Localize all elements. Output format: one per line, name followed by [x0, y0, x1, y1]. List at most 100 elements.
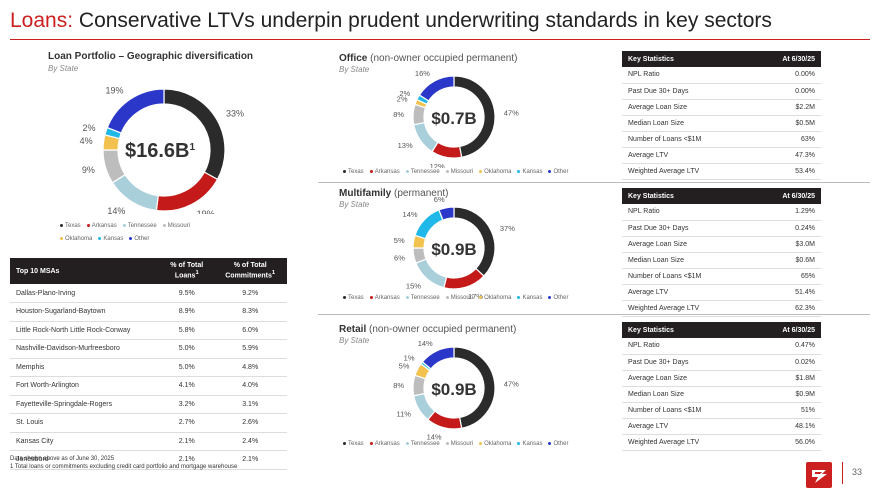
legend-row: Texas Arkansas Tennessee Missouri: [60, 220, 280, 233]
legend-row: Texas Arkansas Tennessee Missouri Oklahoma Ka…: [343, 441, 574, 447]
msa-loans: 5.0%: [160, 358, 214, 377]
slice-label-missouri: 9%: [82, 165, 95, 175]
footnote-date: Data shown above as of June 30, 2025: [10, 456, 115, 462]
portfolio-title: Loan Portfolio – Geographic diversificat…: [48, 51, 254, 62]
msa-commitments: 2.1%: [213, 450, 287, 470]
legend-dot-icon: [479, 169, 483, 173]
legend-label: Kansas: [522, 169, 543, 175]
msa-header-row: Top 10 MSAs % of Total Loans1 % of Total C…: [10, 258, 287, 284]
logo-divider: [842, 462, 843, 484]
legend-item-kansas: Kansas: [517, 169, 542, 175]
slice-label-oklahoma: 5%: [399, 361, 410, 370]
legend-label: Oklahoma: [484, 295, 512, 301]
slice-label-oklahoma: 4%: [80, 136, 93, 146]
retail-center-value: $0.9B: [431, 380, 476, 399]
legend-label: Missouri: [167, 223, 191, 229]
legend-item-kansas: Kansas: [517, 441, 542, 447]
stat-value: 51%: [752, 402, 821, 419]
legend-row: Texas Arkansas Tennessee Missouri Oklahoma Ka…: [343, 169, 574, 175]
legend-item-arkansas: Arkansas: [369, 169, 400, 175]
table-row: Average LTV 47.3%: [622, 147, 821, 164]
office-center-value: $0.7B: [431, 109, 476, 128]
slice-label-kansas: 2%: [83, 123, 96, 133]
msa-table: Top 10 MSAs % of Total Loans1 % of Total C…: [10, 258, 287, 470]
table-row: Dallas-Plano-Irving 9.5% 9.2%: [10, 284, 287, 303]
stat-value: 65%: [752, 268, 821, 285]
company-logo-icon: [806, 462, 832, 488]
portfolio-donut: 33% 19% 14% 9% 4% 2% 19% $16.6B1: [80, 85, 244, 214]
legend-label: Arkansas: [374, 169, 400, 175]
table-row: Little Rock-North Little Rock-Conway 5.8%…: [10, 321, 287, 340]
slice-label-other: 6%: [434, 196, 445, 204]
slice-label-tennessee: 11%: [396, 409, 411, 418]
legend-item-arkansas: Arkansas: [369, 295, 400, 301]
legend-item-missouri: Missouri: [162, 220, 191, 233]
stats-header-row: Key Statistics At 6/30/25: [622, 51, 821, 67]
table-row: Jonesboro 2.1% 2.1%: [10, 450, 287, 470]
slice-arkansas: [443, 267, 485, 290]
legend-item-kansas: Kansas: [98, 233, 123, 246]
legend-dot-icon: [129, 236, 133, 240]
legend-row: Texas Arkansas Tennessee Missouri Oklahoma Ka…: [343, 295, 574, 301]
msa-commitments: 4.0%: [213, 376, 287, 396]
legend-item-tennessee: Tennessee: [405, 295, 440, 301]
retail-subtitle: By State: [339, 336, 370, 345]
msa-loans: 3.2%: [160, 395, 214, 414]
slice-label-tennessee: 14%: [107, 206, 125, 214]
stat-value: 0.24%: [752, 220, 821, 237]
page-title-text: Conservative LTVs underpin prudent under…: [78, 9, 772, 32]
legend-item-tennessee: Tennessee: [122, 220, 157, 233]
multifamily-title: Multifamily (permanent): [339, 188, 449, 199]
slice-label-arkansas: 17%: [468, 292, 483, 300]
legend-dot-icon: [60, 236, 63, 240]
slice-other: [418, 75, 455, 102]
table-row: NPL Ratio 0.47%: [622, 338, 821, 355]
legend-dot-icon: [86, 223, 90, 227]
msa-commitments: 6.0%: [213, 321, 287, 340]
table-row: Past Due 30+ Days 0.02%: [622, 354, 821, 371]
multifamily-legend: Texas Arkansas Tennessee Missouri Oklahoma Ka…: [343, 295, 574, 301]
stat-label: Past Due 30+ Days: [622, 83, 753, 100]
legend-dot-icon: [517, 295, 521, 299]
msa-commitments: 9.2%: [213, 284, 287, 303]
legend-item-other: Other: [129, 233, 149, 246]
stat-value: 0.02%: [752, 354, 821, 371]
office-subtitle: By State: [339, 65, 370, 74]
legend-item-texas: Texas: [343, 169, 364, 175]
legend-label: Oklahoma: [484, 441, 512, 447]
legend-row: Oklahoma Kansas Other: [60, 233, 280, 246]
legend-label: Missouri: [450, 295, 474, 301]
legend-dot-icon: [548, 169, 552, 173]
legend-label: Tennessee: [127, 223, 157, 229]
legend-dot-icon: [517, 441, 521, 445]
portfolio-center-value: $16.6B1: [125, 140, 196, 162]
table-row: Median Loan Size $0.6M: [622, 252, 821, 269]
stat-label: Number of Loans <$1M: [622, 131, 753, 148]
retail-title: Retail (non-owner occupied permanent): [339, 324, 517, 335]
slice-other: [438, 206, 455, 221]
msa-name: Jonesboro: [10, 450, 161, 470]
legend-label: Tennessee: [410, 441, 440, 447]
legend-label: Missouri: [450, 441, 474, 447]
slice-label-other: 14%: [418, 339, 433, 348]
stat-label: Median Loan Size: [622, 386, 753, 403]
retail-stats-table: Key Statistics At 6/30/25 NPL Ratio 0.47% Pa…: [622, 322, 821, 451]
stat-value: $1.8M: [752, 370, 821, 387]
legend-label: Texas: [348, 441, 364, 447]
stat-label: Average Loan Size: [622, 99, 753, 116]
table-row: Weighted Average LTV 62.3%: [622, 300, 821, 317]
title-rule: [10, 39, 870, 40]
table-row: Average Loan Size $1.8M: [622, 370, 821, 387]
table-row: Houston-Sugarland-Baytown 8.9% 8.3%: [10, 302, 287, 322]
stat-label: Average LTV: [622, 147, 753, 164]
legend-label: Kansas: [522, 441, 543, 447]
legend-label: Texas: [348, 169, 364, 175]
slice-label-missouri: 8%: [393, 110, 404, 119]
msa-loans: 2.1%: [160, 432, 214, 451]
stat-value: $3.0M: [752, 236, 821, 253]
legend-item-tennessee: Tennessee: [405, 441, 440, 447]
stat-label: Number of Loans <$1M: [622, 268, 753, 285]
msa-name: Dallas-Plano-Irving: [10, 284, 161, 303]
office-legend: Texas Arkansas Tennessee Missouri Oklahoma Ka…: [343, 169, 574, 175]
stat-value: 63%: [752, 131, 821, 148]
